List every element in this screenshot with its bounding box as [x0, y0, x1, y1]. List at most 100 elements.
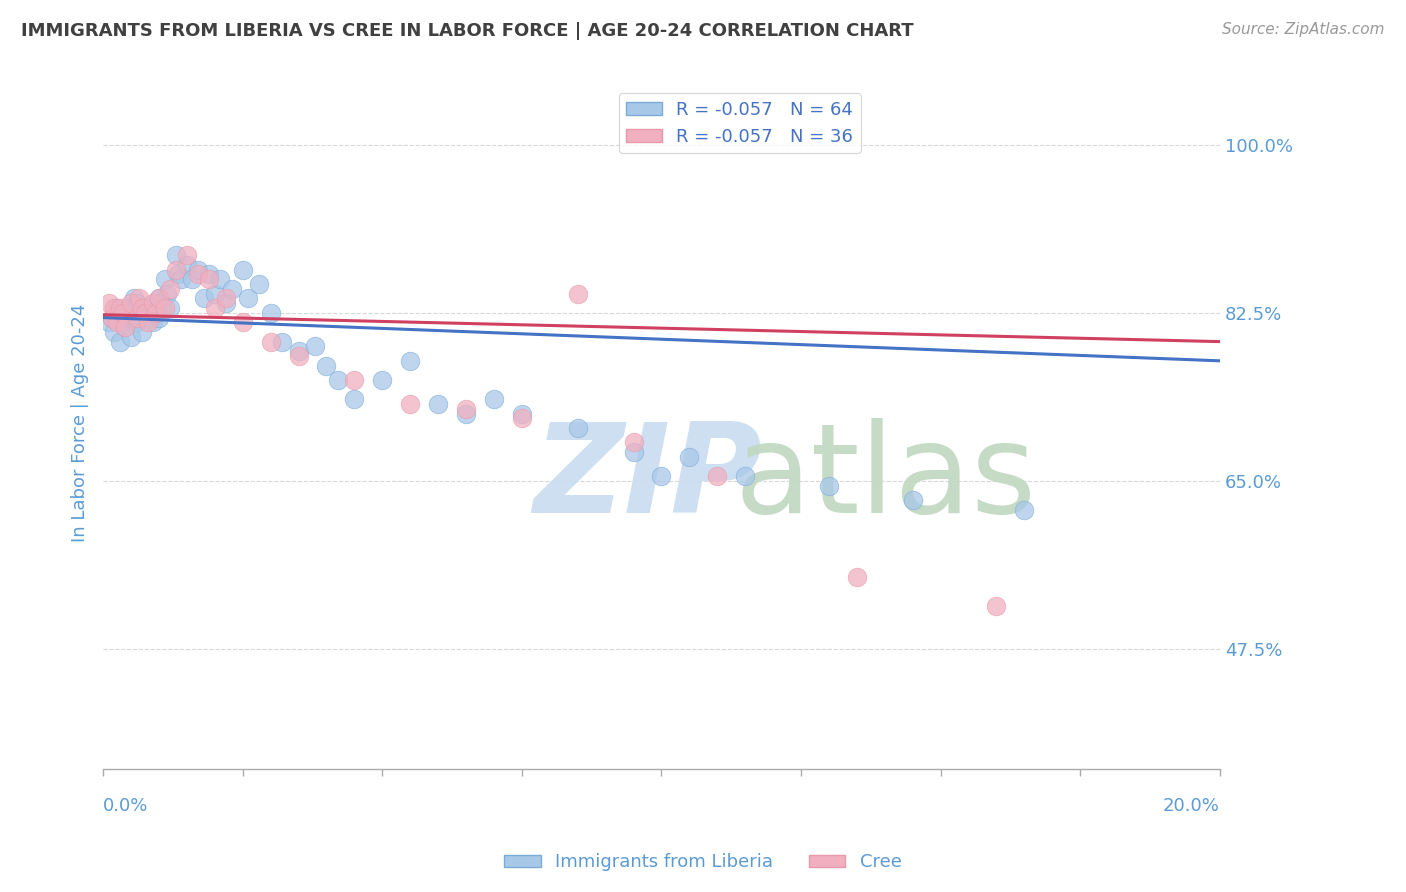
- Point: [97, 315, 120, 329]
- Point: [510, 411, 533, 425]
- Point: [128, 310, 150, 325]
- Point: [818, 479, 841, 493]
- Point: [120, 296, 142, 310]
- Text: IMMIGRANTS FROM LIBERIA VS CREE IN LABOR FORCE | AGE 20-24 CORRELATION CHART: IMMIGRANTS FROM LIBERIA VS CREE IN LABOR…: [21, 22, 914, 40]
- Point: [103, 325, 125, 339]
- Point: [111, 310, 134, 325]
- Point: [145, 306, 167, 320]
- Point: [187, 262, 209, 277]
- Point: [148, 292, 170, 306]
- Point: [901, 493, 924, 508]
- Point: [148, 292, 170, 306]
- Point: [198, 272, 221, 286]
- Point: [343, 373, 366, 387]
- Point: [145, 296, 167, 310]
- Point: [100, 310, 122, 325]
- Point: [108, 334, 131, 349]
- Point: [187, 268, 209, 282]
- Point: [181, 272, 204, 286]
- Point: [136, 301, 159, 315]
- Point: [304, 339, 326, 353]
- Point: [150, 301, 173, 315]
- Point: [650, 469, 672, 483]
- Point: [114, 320, 136, 334]
- Point: [371, 373, 394, 387]
- Point: [232, 315, 254, 329]
- Point: [128, 292, 150, 306]
- Point: [108, 301, 131, 315]
- Point: [845, 570, 868, 584]
- Point: [215, 296, 238, 310]
- Point: [105, 315, 128, 329]
- Point: [122, 292, 145, 306]
- Point: [399, 397, 422, 411]
- Point: [343, 392, 366, 407]
- Point: [142, 315, 165, 329]
- Point: [209, 272, 232, 286]
- Point: [136, 315, 159, 329]
- Point: [97, 296, 120, 310]
- Point: [259, 306, 281, 320]
- Point: [153, 272, 176, 286]
- Point: [131, 325, 153, 339]
- Point: [454, 401, 477, 416]
- Text: Source: ZipAtlas.com: Source: ZipAtlas.com: [1222, 22, 1385, 37]
- Point: [100, 310, 122, 325]
- Point: [125, 310, 148, 325]
- Point: [159, 301, 181, 315]
- Point: [108, 306, 131, 320]
- Point: [131, 301, 153, 315]
- Point: [232, 262, 254, 277]
- Point: [198, 268, 221, 282]
- Point: [176, 248, 198, 262]
- Point: [1014, 502, 1036, 516]
- Point: [114, 320, 136, 334]
- Point: [165, 262, 187, 277]
- Text: 0.0%: 0.0%: [103, 797, 149, 814]
- Point: [117, 301, 139, 315]
- Point: [623, 435, 645, 450]
- Point: [510, 407, 533, 421]
- Point: [142, 296, 165, 310]
- Point: [567, 421, 589, 435]
- Point: [204, 301, 226, 315]
- Legend: Immigrants from Liberia, Cree: Immigrants from Liberia, Cree: [498, 847, 908, 879]
- Legend: R = -0.057   N = 64, R = -0.057   N = 36: R = -0.057 N = 64, R = -0.057 N = 36: [619, 94, 860, 153]
- Point: [193, 292, 215, 306]
- Point: [259, 334, 281, 349]
- Point: [167, 268, 190, 282]
- Point: [120, 310, 142, 325]
- Point: [454, 407, 477, 421]
- Point: [204, 286, 226, 301]
- Point: [482, 392, 505, 407]
- Point: [125, 315, 148, 329]
- Text: atlas: atlas: [734, 418, 1036, 539]
- Point: [326, 373, 349, 387]
- Point: [567, 286, 589, 301]
- Point: [706, 469, 728, 483]
- Point: [120, 330, 142, 344]
- Point: [238, 292, 260, 306]
- Point: [678, 450, 700, 464]
- Point: [165, 248, 187, 262]
- Point: [148, 310, 170, 325]
- Point: [215, 292, 238, 306]
- Point: [111, 306, 134, 320]
- Point: [986, 599, 1008, 613]
- Text: ZIP: ZIP: [533, 418, 762, 539]
- Point: [399, 354, 422, 368]
- Point: [125, 296, 148, 310]
- Point: [156, 286, 179, 301]
- Point: [105, 301, 128, 315]
- Point: [170, 272, 193, 286]
- Point: [315, 359, 337, 373]
- Point: [734, 469, 756, 483]
- Point: [103, 301, 125, 315]
- Point: [623, 445, 645, 459]
- Point: [139, 310, 162, 325]
- Point: [176, 258, 198, 272]
- Point: [249, 277, 271, 291]
- Y-axis label: In Labor Force | Age 20-24: In Labor Force | Age 20-24: [72, 304, 89, 542]
- Point: [270, 334, 292, 349]
- Point: [134, 306, 156, 320]
